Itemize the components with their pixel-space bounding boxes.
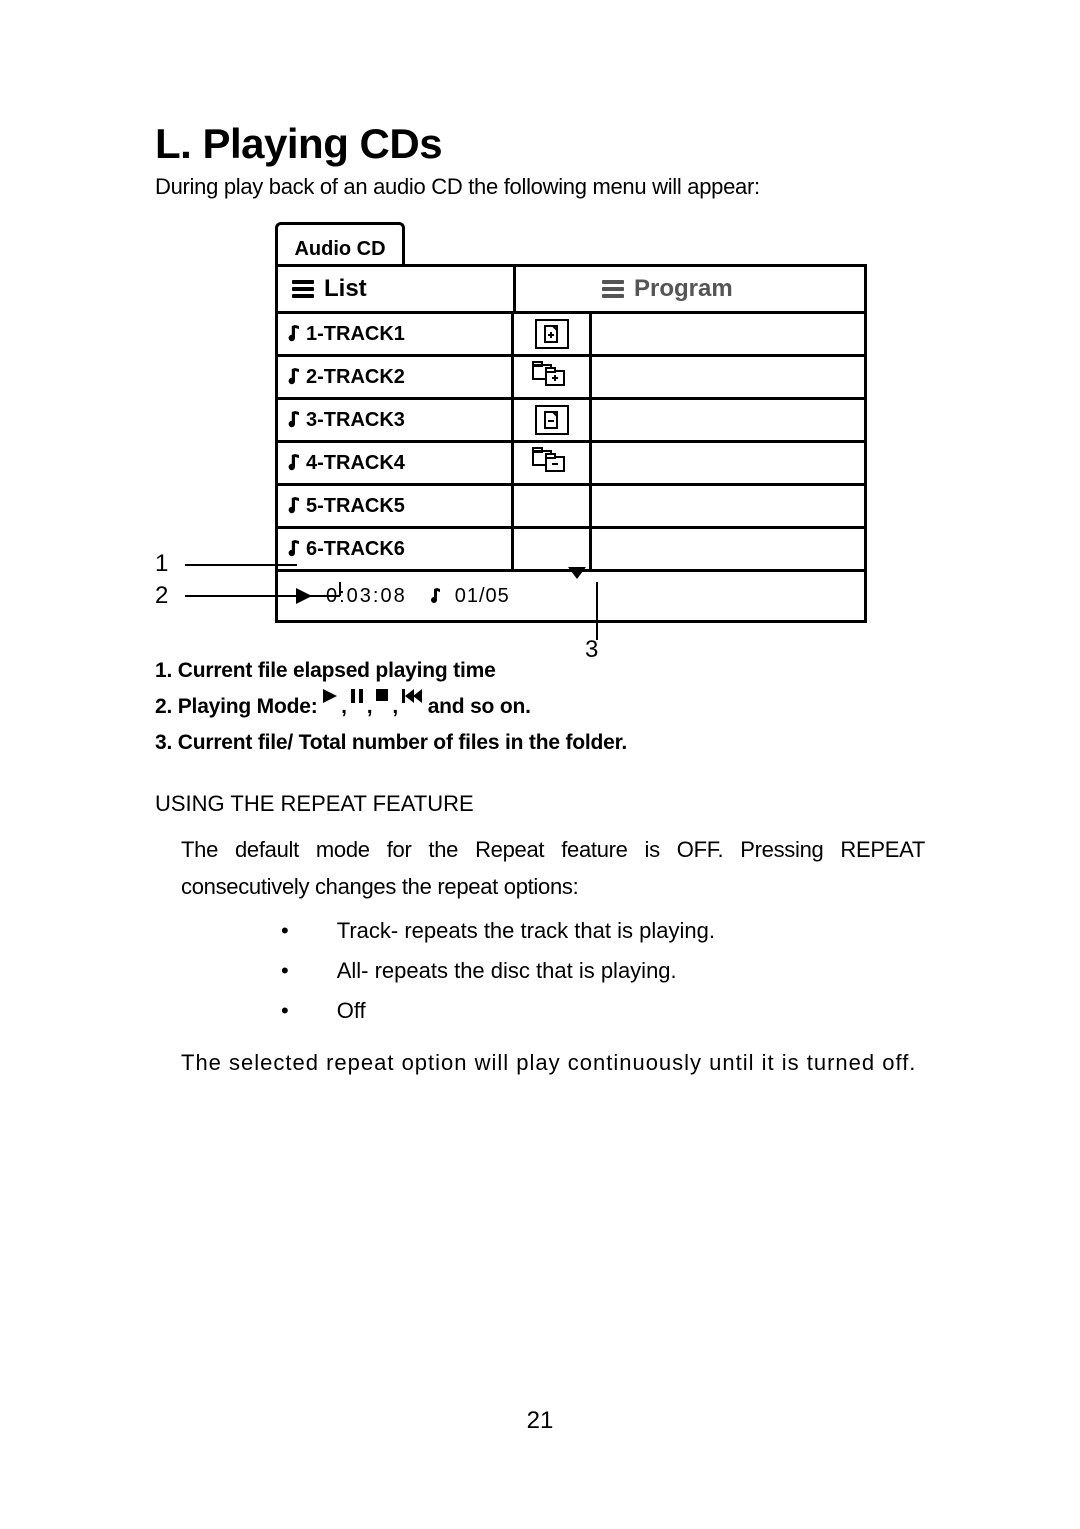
callout-1: 1 (155, 550, 168, 578)
legend-l2-suffix: and so on. (428, 695, 531, 718)
mode-icons: , , , (323, 689, 422, 725)
program-header: Program (516, 267, 864, 311)
bullet-row: • Off (281, 991, 925, 1031)
music-note-icon (284, 367, 300, 387)
legend-line-3: 3. Current file/ Total number of files i… (155, 725, 925, 761)
cd-menu-panel: List Program 1-TRACK1 2-TRACK2 3-TRACK3 4-T… (275, 264, 867, 623)
list-header: List (278, 267, 516, 311)
legend-l2-prefix: 2. Playing Mode: (155, 695, 323, 718)
page-number: 21 (0, 1407, 1080, 1435)
cd-menu-diagram: 1 2 3 Audio CD List Program 1-TRACK12-TR… (275, 222, 915, 623)
track-program-cell (592, 529, 864, 569)
track-row: 5-TRACK5 (278, 483, 864, 526)
track-name-cell: 4-TRACK4 (278, 443, 514, 483)
intro-text: During play back of an audio CD the foll… (155, 174, 925, 200)
music-note-icon (284, 324, 300, 344)
repeat-heading: USING THE REPEAT FEATURE (155, 791, 925, 817)
track-note-icon (427, 587, 441, 605)
bullet-dot: • (281, 911, 289, 951)
legend-line-2: 2. Playing Mode: , , , and so on. (155, 689, 925, 725)
bullet-row: • Track- repeats the track that is playin… (281, 911, 925, 951)
track-program-cell (592, 443, 864, 483)
callout-3: 3 (585, 636, 598, 664)
stop-mode-icon (376, 689, 388, 701)
track-program-cell (592, 400, 864, 440)
scroll-down-icon (568, 562, 586, 585)
track-label: 5-TRACK5 (306, 495, 405, 518)
track-name-cell: 5-TRACK5 (278, 486, 514, 526)
program-list-icon (602, 280, 624, 298)
track-action-cell (514, 357, 592, 397)
track-row: 1-TRACK1 (278, 314, 864, 354)
remove-folder-icon (532, 447, 572, 480)
play-icon (296, 588, 312, 604)
program-header-label: Program (634, 275, 733, 303)
callout-2: 2 (155, 582, 168, 610)
repeat-para-2: The selected repeat option will play con… (155, 1044, 925, 1081)
add-folder-icon (532, 361, 572, 394)
track-counter: 01/05 (455, 585, 510, 608)
music-note-icon (284, 539, 300, 559)
track-row: 4-TRACK4 (278, 440, 864, 483)
legend-line-1: 1. Current file elapsed playing time (155, 653, 925, 689)
track-name-cell: 2-TRACK2 (278, 357, 514, 397)
track-action-cell (514, 314, 592, 354)
track-name-cell: 3-TRACK3 (278, 400, 514, 440)
bullet-text: All- repeats the disc that is playing. (337, 951, 677, 991)
audio-cd-tab: Audio CD (275, 222, 405, 264)
list-header-label: List (324, 275, 367, 303)
track-name-cell: 6-TRACK6 (278, 529, 514, 569)
track-program-cell (592, 314, 864, 354)
bullet-row: • All- repeats the disc that is playing. (281, 951, 925, 991)
track-action-cell (514, 400, 592, 440)
repeat-para-1: The default mode for the Repeat feature … (155, 831, 925, 906)
status-bar: 0:03:08 01/05 (278, 569, 864, 620)
track-action-cell (514, 443, 592, 483)
track-row: 2-TRACK2 (278, 354, 864, 397)
remove-file-icon (535, 405, 569, 435)
list-icon (292, 280, 314, 298)
track-name-cell: 1-TRACK1 (278, 314, 514, 354)
track-label: 3-TRACK3 (306, 409, 405, 432)
add-file-icon (535, 319, 569, 349)
legend: 1. Current file elapsed playing time 2. … (155, 653, 925, 761)
track-action-cell (514, 486, 592, 526)
bullet-dot: • (281, 991, 289, 1031)
track-row: 3-TRACK3 (278, 397, 864, 440)
music-note-icon (284, 410, 300, 430)
track-label: 4-TRACK4 (306, 452, 405, 475)
section-title: L. Playing CDs (155, 120, 925, 168)
music-note-icon (284, 496, 300, 516)
pause-mode-icon (351, 689, 363, 703)
track-label: 2-TRACK2 (306, 366, 405, 389)
bullet-text: Off (337, 991, 366, 1031)
music-note-icon (284, 453, 300, 473)
rewind-mode-icon (402, 689, 422, 703)
repeat-bullets: • Track- repeats the track that is playin… (155, 911, 925, 1030)
track-program-cell (592, 357, 864, 397)
elapsed-time: 0:03:08 (326, 585, 407, 608)
track-program-cell (592, 486, 864, 526)
play-mode-icon (323, 689, 337, 703)
track-label: 1-TRACK1 (306, 323, 405, 346)
bullet-text: Track- repeats the track that is playing… (337, 911, 715, 951)
bullet-dot: • (281, 951, 289, 991)
track-label: 6-TRACK6 (306, 538, 405, 561)
